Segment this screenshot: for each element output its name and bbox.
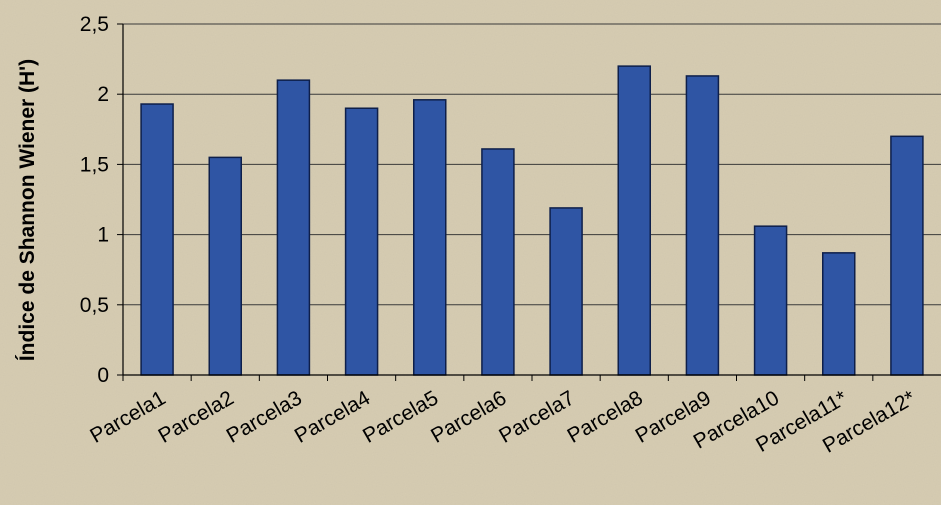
- bar: [890, 135, 924, 376]
- bar: [140, 103, 174, 376]
- bar: [208, 156, 242, 376]
- y-tick-label: 0: [97, 364, 109, 387]
- y-axis-title: Índice de Shannon Wiener (H'): [16, 59, 39, 361]
- bar: [549, 207, 583, 376]
- y-tick-label: 0,5: [80, 294, 109, 317]
- y-tick-label: 1,5: [80, 153, 109, 176]
- bar: [617, 65, 651, 376]
- bar: [344, 107, 379, 376]
- y-tick-label: 2: [97, 83, 109, 106]
- bar: [413, 99, 447, 376]
- bar: [822, 252, 856, 376]
- bars: [140, 65, 924, 376]
- bar: [753, 225, 788, 376]
- axes: [117, 23, 941, 381]
- gridlines: [123, 23, 941, 306]
- y-tick-label: 1: [97, 224, 109, 247]
- y-tick-label: 2,5: [80, 13, 109, 36]
- bar: [276, 79, 311, 376]
- bar: [481, 148, 515, 376]
- y-tick-labels: 0 0,5 1 1,5 2 2,5: [80, 13, 109, 387]
- bar: [685, 75, 720, 376]
